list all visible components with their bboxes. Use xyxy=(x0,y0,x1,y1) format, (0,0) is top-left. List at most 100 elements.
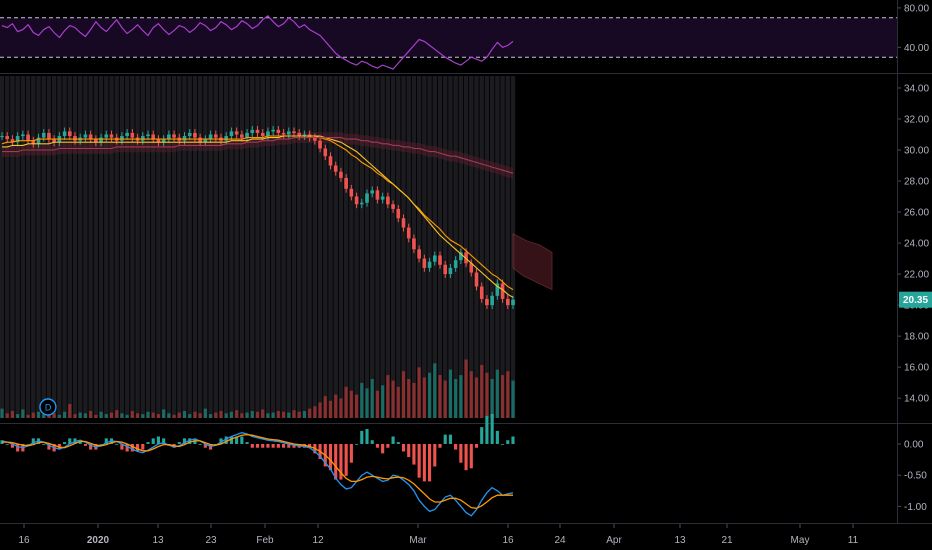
volume-bar[interactable] xyxy=(261,409,265,418)
volume-bar[interactable] xyxy=(282,411,286,418)
candle-body[interactable] xyxy=(427,261,432,268)
candle-body[interactable] xyxy=(167,134,171,140)
volume-bar[interactable] xyxy=(172,414,176,418)
macd-histogram-bar[interactable] xyxy=(26,443,30,445)
macd-histogram-bar[interactable] xyxy=(47,443,51,450)
candle-body[interactable] xyxy=(36,137,41,144)
candle-body[interactable] xyxy=(479,286,484,299)
volume-bar[interactable] xyxy=(308,408,312,418)
candle-body[interactable] xyxy=(313,137,317,141)
volume-bar[interactable] xyxy=(224,413,228,418)
volume-bar[interactable] xyxy=(16,414,20,418)
volume-bar[interactable] xyxy=(287,412,291,418)
candle-body[interactable] xyxy=(266,131,270,137)
time-axis[interactable]: 16 2020 13 23 Feb 12 Mar 16 24 Apr 13 21 May 11 xyxy=(18,524,859,546)
rsi-panel[interactable]: 80.00 40.00 xyxy=(0,3,929,70)
candle-body[interactable] xyxy=(297,132,302,137)
macd-histogram-bar[interactable] xyxy=(422,443,426,482)
candle-body[interactable] xyxy=(448,267,453,275)
volume-bar[interactable] xyxy=(474,377,479,418)
macd-histogram-bar[interactable] xyxy=(282,443,286,448)
macd-histogram-bar[interactable] xyxy=(198,443,202,445)
volume-bar[interactable] xyxy=(57,414,61,418)
candle-body[interactable] xyxy=(302,134,307,137)
macd-histogram-bar[interactable] xyxy=(162,438,166,444)
candle-body[interactable] xyxy=(271,129,275,132)
volume-bar[interactable] xyxy=(146,411,150,418)
macd-histogram-bar[interactable] xyxy=(334,443,338,480)
macd-histogram-bar[interactable] xyxy=(214,443,218,445)
volume-bar[interactable] xyxy=(167,413,171,418)
macd-histogram-bar[interactable] xyxy=(412,443,416,465)
volume-bar[interactable] xyxy=(433,363,437,418)
volume-bar[interactable] xyxy=(469,371,473,418)
macd-histogram-bar[interactable] xyxy=(156,436,160,444)
candle-body[interactable] xyxy=(380,196,385,200)
volume-bar[interactable] xyxy=(401,371,406,418)
macd-histogram-bar[interactable] xyxy=(266,443,270,448)
candle-body[interactable] xyxy=(224,136,229,141)
macd-histogram-bar[interactable] xyxy=(224,436,228,444)
volume-bar[interactable] xyxy=(104,414,108,418)
candle-body[interactable] xyxy=(406,227,411,239)
candle-body[interactable] xyxy=(469,263,474,273)
volume-bar[interactable] xyxy=(193,411,197,418)
volume-bar[interactable] xyxy=(42,414,46,418)
volume-bar[interactable] xyxy=(198,413,202,418)
volume-bar[interactable] xyxy=(334,394,338,418)
volume-bar[interactable] xyxy=(89,410,93,418)
candle-body[interactable] xyxy=(422,258,427,268)
volume-bar[interactable] xyxy=(344,386,348,418)
candle-body[interactable] xyxy=(490,295,494,306)
macd-histogram-bar[interactable] xyxy=(391,436,395,444)
volume-bar[interactable] xyxy=(162,409,166,418)
volume-bar[interactable] xyxy=(83,413,87,418)
volume-bar[interactable] xyxy=(125,414,129,418)
candle-body[interactable] xyxy=(193,132,197,138)
macd-histogram-bar[interactable] xyxy=(177,442,181,444)
macd-histogram-bar[interactable] xyxy=(229,436,233,444)
volume-bar[interactable] xyxy=(130,410,134,418)
candle-body[interactable] xyxy=(130,132,135,138)
macd-histogram-bar[interactable] xyxy=(276,443,280,448)
candle-body[interactable] xyxy=(10,139,15,143)
macd-histogram-bar[interactable] xyxy=(339,443,343,480)
volume-bar[interactable] xyxy=(31,412,35,418)
candle-body[interactable] xyxy=(31,140,36,144)
candle-body[interactable] xyxy=(349,188,354,197)
volume-bar[interactable] xyxy=(506,371,510,418)
macd-histogram-bar[interactable] xyxy=(360,430,364,444)
candle-body[interactable] xyxy=(198,137,202,143)
macd-histogram-bar[interactable] xyxy=(454,443,458,450)
macd-line[interactable] xyxy=(1,432,514,517)
volume-bar[interactable] xyxy=(156,414,160,418)
candle-body[interactable] xyxy=(88,134,93,140)
macd-histogram-bar[interactable] xyxy=(245,442,249,444)
macd-line[interactable] xyxy=(2,433,513,509)
macd-histogram-bar[interactable] xyxy=(344,443,348,476)
volume-bar[interactable] xyxy=(428,372,432,418)
moving-average-line[interactable] xyxy=(2,135,514,298)
volume-bar[interactable] xyxy=(454,379,458,418)
macd-histogram-bar[interactable] xyxy=(125,443,129,452)
candle-body[interactable] xyxy=(15,136,20,143)
candle-body[interactable] xyxy=(203,139,208,143)
volume-bar[interactable] xyxy=(219,410,223,418)
volume-bar[interactable] xyxy=(10,410,14,418)
candle-body[interactable] xyxy=(156,139,161,143)
candle-body[interactable] xyxy=(292,131,296,133)
macd-histogram-bar[interactable] xyxy=(240,436,244,444)
candle-body[interactable] xyxy=(386,196,390,205)
macd-histogram-bar[interactable] xyxy=(83,443,87,446)
volume-bar[interactable] xyxy=(490,379,494,418)
candle-body[interactable] xyxy=(260,132,265,137)
volume-bar[interactable] xyxy=(339,398,343,419)
volume-bar[interactable] xyxy=(78,412,82,418)
candle-body[interactable] xyxy=(125,132,129,137)
candle-body[interactable] xyxy=(229,131,234,137)
macd-histogram-bar[interactable] xyxy=(89,443,93,450)
macd-histogram-bar[interactable] xyxy=(401,443,406,452)
candle-body[interactable] xyxy=(391,204,395,209)
macd-histogram-bar[interactable] xyxy=(490,414,494,444)
